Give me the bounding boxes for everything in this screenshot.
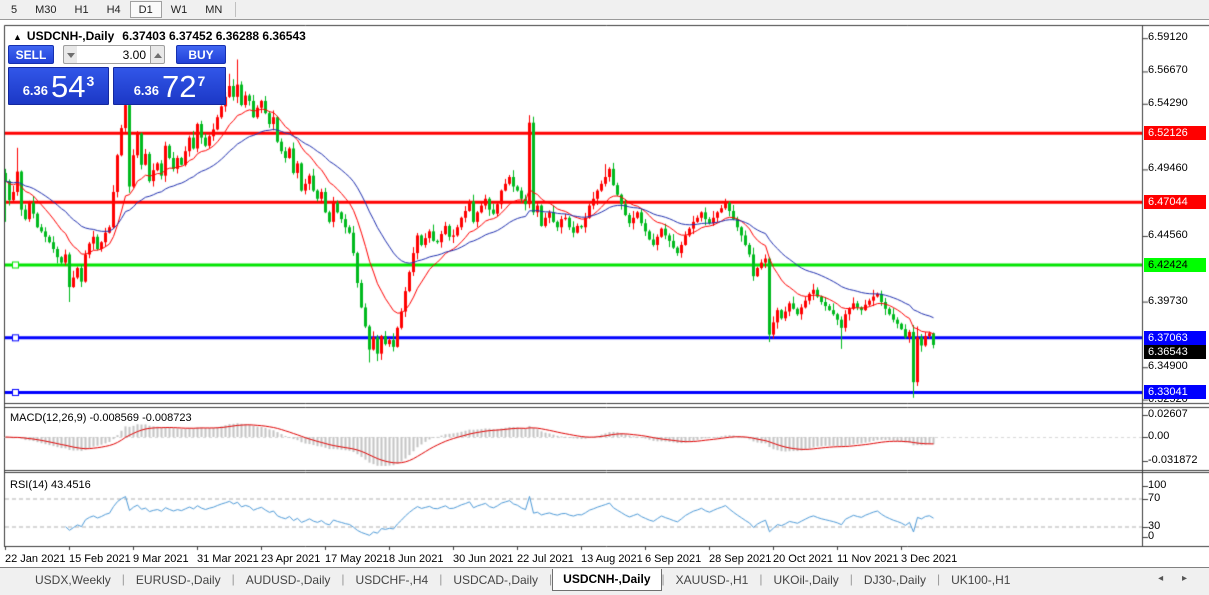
tab-divider: | bbox=[231, 572, 235, 586]
date-tick-label: 28 Sep 2021 bbox=[709, 553, 772, 565]
sell-price-big-digits: 54 bbox=[51, 69, 86, 104]
sell-price-display[interactable]: 6.36 54 3 bbox=[8, 67, 109, 105]
price-level-badge: 6.33041 bbox=[1144, 385, 1206, 400]
date-tick-label: 6 Sep 2021 bbox=[645, 553, 702, 565]
price-level-badge: 6.52126 bbox=[1144, 126, 1206, 141]
date-tick-label: 22 Jul 2021 bbox=[517, 553, 574, 565]
tab-divider: | bbox=[759, 572, 763, 586]
volume-increase-button[interactable] bbox=[150, 45, 165, 64]
rsi-axis-label: 30 bbox=[1148, 520, 1161, 532]
tab-eurusd-daily[interactable]: EURUSD-,Daily bbox=[135, 573, 221, 587]
one-click-collapse-icon[interactable]: ▲ bbox=[13, 32, 22, 42]
sell-price-pip-digit: 3 bbox=[86, 73, 95, 89]
date-tick-label: 17 May 2021 bbox=[325, 553, 389, 565]
rsi-axis-label: 0 bbox=[1148, 530, 1155, 542]
tab-divider: | bbox=[121, 572, 125, 586]
date-tick-label: 11 Nov 2021 bbox=[837, 553, 899, 565]
price-tick-label: 6.44560 bbox=[1148, 228, 1188, 241]
chart-tab-bar: USDX,Weekly | EURUSD-,Daily | AUDUSD-,Daily |… bbox=[0, 567, 1209, 595]
triangle-up-icon bbox=[154, 49, 162, 58]
sell-price-prefix: 6.36 bbox=[22, 83, 49, 98]
date-tick-label: 20 Oct 2021 bbox=[773, 553, 833, 565]
price-tick-label: 6.59120 bbox=[1148, 31, 1188, 44]
tab-usdcnh-daily[interactable]: USDCNH-,Daily bbox=[552, 569, 662, 591]
tab-divider: | bbox=[936, 572, 941, 586]
rsi-axis-label: 100 bbox=[1148, 479, 1167, 491]
triangle-down-icon bbox=[67, 53, 75, 62]
timeframe-button-w1[interactable]: W1 bbox=[170, 4, 188, 16]
sell-button[interactable]: SELL bbox=[8, 45, 54, 64]
price-level-badge: 6.47044 bbox=[1144, 195, 1206, 210]
rsi-axis-label: 70 bbox=[1148, 492, 1161, 504]
timeframe-button-d1[interactable]: D1 bbox=[129, 1, 162, 18]
buy-price-display[interactable]: 6.36 72 7 bbox=[113, 67, 226, 105]
macd-axis-label: 0.02607 bbox=[1148, 408, 1188, 420]
timeframe-button-5[interactable]: 5 bbox=[11, 4, 18, 16]
price-tick-label: 6.34900 bbox=[1148, 360, 1188, 373]
macd-axis-label: 0.00 bbox=[1148, 430, 1170, 442]
macd-indicator-label: MACD(12,26,9) -0.008569 -0.008723 bbox=[10, 412, 192, 424]
toolbar-separator bbox=[235, 2, 237, 17]
tab-audusd-daily[interactable]: AUDUSD-,Daily bbox=[245, 573, 331, 587]
tab-ukoil-daily[interactable]: UKOil-,Daily bbox=[773, 573, 839, 587]
tab-usdx-weekly[interactable]: USDX,Weekly bbox=[35, 573, 111, 587]
price-tick-label: 6.54290 bbox=[1148, 96, 1188, 109]
date-tick-label: 23 Apr 2021 bbox=[261, 553, 321, 565]
date-tick-label: 30 Jun 2021 bbox=[453, 553, 514, 565]
macd-axis-label: -0.031872 bbox=[1148, 454, 1198, 466]
tab-divider: | bbox=[661, 572, 665, 586]
chart-title: ▲ USDCNH-,Daily 6.37403 6.37452 6.36288 6.… bbox=[13, 29, 306, 43]
chart-ohlc-values: 6.37403 6.37452 6.36288 6.36543 bbox=[122, 29, 306, 43]
price-tick-label: 6.49460 bbox=[1148, 162, 1188, 175]
buy-price-pip-digit: 7 bbox=[197, 73, 206, 89]
buy-price-big-digits: 72 bbox=[162, 69, 197, 104]
price-chart-canvas[interactable] bbox=[0, 20, 1209, 567]
volume-input[interactable] bbox=[77, 45, 151, 64]
tab-xauusd-h1[interactable]: XAUUSD-,H1 bbox=[675, 573, 749, 587]
volume-decrease-button[interactable] bbox=[63, 45, 78, 64]
price-level-badge: 6.42424 bbox=[1144, 258, 1206, 272]
price-level-badge: 6.36543 bbox=[1144, 344, 1206, 359]
one-click-trading-panel: SELL BUY 6.36 54 3 6.36 72 7 bbox=[8, 45, 226, 125]
date-tick-label: 13 Aug 2021 bbox=[581, 553, 643, 565]
tab-divider: | bbox=[549, 572, 553, 586]
tab-scroll-arrows[interactable]: ◂ ▸ bbox=[1158, 573, 1195, 584]
date-tick-label: 9 Mar 2021 bbox=[133, 553, 189, 565]
tab-usdchf-h4[interactable]: USDCHF-,H4 bbox=[355, 573, 429, 587]
macd-values: -0.008569 -0.008723 bbox=[89, 412, 192, 424]
date-tick-label: 8 Jun 2021 bbox=[389, 553, 444, 565]
tab-divider: | bbox=[341, 572, 345, 586]
timeframe-button-mn[interactable]: MN bbox=[205, 4, 223, 16]
chart-window: ▲ USDCNH-,Daily 6.37403 6.37452 6.36288 6.… bbox=[0, 20, 1209, 567]
date-tick-label: 22 Jan 2021 bbox=[5, 553, 66, 565]
tab-divider: | bbox=[439, 572, 443, 586]
timeframe-button-h1[interactable]: H1 bbox=[74, 4, 89, 16]
buy-price-prefix: 6.36 bbox=[133, 83, 160, 98]
date-tick-label: 15 Feb 2021 bbox=[69, 553, 131, 565]
date-tick-label: 31 Mar 2021 bbox=[197, 553, 259, 565]
rsi-indicator-label: RSI(14) 43.4516 bbox=[10, 479, 91, 491]
buy-button[interactable]: BUY bbox=[176, 45, 226, 64]
tab-usdcad-daily[interactable]: USDCAD-,Daily bbox=[453, 573, 539, 587]
price-level-badge: 6.37063 bbox=[1144, 330, 1206, 345]
date-tick-label: 3 Dec 2021 bbox=[901, 553, 958, 565]
timeframe-button-h4[interactable]: H4 bbox=[106, 4, 121, 16]
tab-uk100-h1[interactable]: UK100-,H1 bbox=[951, 573, 1011, 587]
timeframe-toolbar: 5 M30 H1 H4 D1 W1 MN bbox=[0, 0, 1209, 20]
tab-dj30-daily[interactable]: DJ30-,Daily bbox=[863, 573, 926, 587]
price-tick-label: 6.56670 bbox=[1148, 64, 1188, 77]
timeframe-button-m30[interactable]: M30 bbox=[35, 4, 57, 16]
tab-divider: | bbox=[849, 572, 853, 586]
price-tick-label: 6.39730 bbox=[1148, 294, 1188, 307]
rsi-value: 43.4516 bbox=[50, 479, 91, 491]
chart-symbol-period: USDCNH-,Daily bbox=[26, 29, 115, 43]
